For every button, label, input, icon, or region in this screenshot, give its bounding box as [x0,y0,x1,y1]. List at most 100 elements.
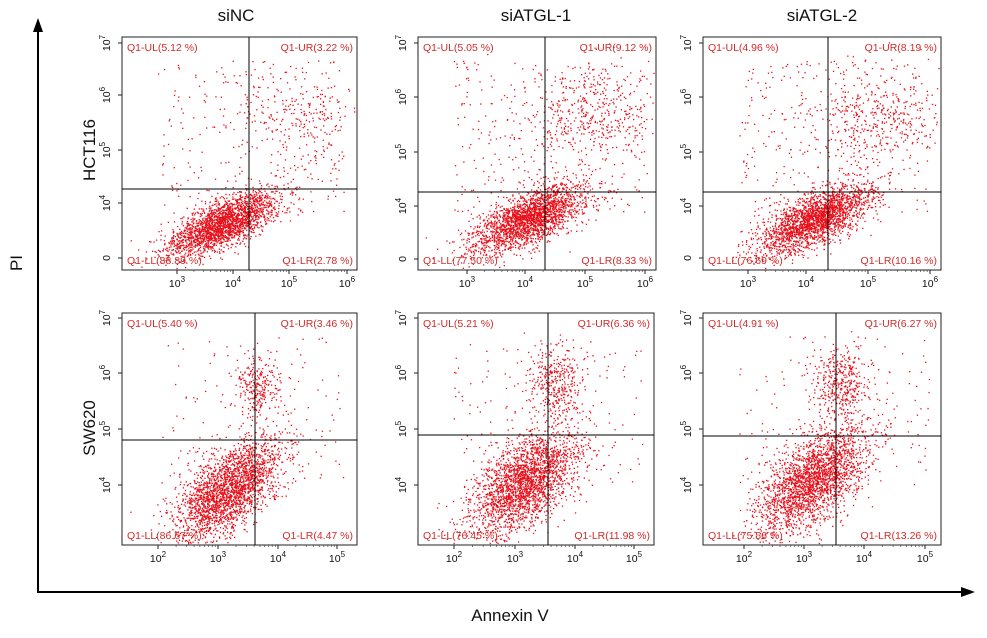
scatter-point [293,203,295,205]
scatter-point [241,144,243,146]
scatter-point [212,213,214,215]
scatter-point [583,188,585,191]
scatter-point [223,219,226,222]
scatter-point [270,220,272,222]
scatter-point [323,149,325,151]
scatter-point [531,199,533,201]
scatter-point [541,232,543,234]
scatter-point [485,227,487,229]
scatter-point [242,208,244,210]
scatter-point [246,117,248,119]
scatter-point [225,187,227,189]
scatter-point [196,225,198,227]
scatter-point [206,233,208,236]
scatter-point [192,237,194,240]
scatter-point [576,230,578,232]
scatter-point [201,212,203,215]
scatter-point [567,211,569,213]
scatter-point [206,233,208,235]
scatter-point [207,214,210,216]
scatter-point [176,182,178,185]
scatter-point [517,224,519,226]
scatter-point [264,61,266,63]
scatter-point [253,196,255,199]
scatter-point [190,234,192,236]
scatter-point [191,221,193,223]
scatter-point [568,179,570,181]
scatter-point [572,172,574,175]
scatter-point [239,225,241,227]
scatter-point [535,220,537,222]
scatter-point [510,239,512,241]
scatter-point [525,201,528,203]
scatter-point [298,147,301,149]
scatter-point [337,101,339,103]
scatter-point [237,113,239,115]
scatter-point [305,114,308,117]
scatter-point [208,248,210,250]
scatter-point [277,213,279,215]
scatter-point [509,225,511,227]
scatter-point [254,210,256,212]
scatter-point [211,228,213,230]
scatter-point [501,243,503,246]
scatter-point [198,234,201,236]
scatter-point [536,227,539,229]
scatter-point [520,237,522,239]
scatter-point [288,207,290,209]
scatter-point [238,221,240,224]
scatter-point [469,247,472,249]
scatter-point [221,235,224,237]
scatter-point [238,202,240,204]
scatter-point [271,205,273,207]
scatter-point [189,229,191,231]
scatter-point [549,188,551,190]
scatter-point [199,224,202,226]
scatter-point [493,213,495,215]
scatter-point [470,251,473,254]
scatter-point [555,209,558,211]
scatter-point [262,210,264,213]
scatter-point [237,239,239,241]
scatter-point [256,197,259,199]
scatter-point [494,223,496,225]
scatter-point [495,222,498,224]
scatter-point [604,182,606,184]
scatter-point [206,221,208,223]
scatter-point [200,166,202,169]
scatter-point [271,212,273,214]
scatter-point [191,213,193,215]
scatter-point [281,199,283,201]
scatter-point [254,205,257,207]
scatter-point [549,232,552,234]
scatter-point [564,215,566,217]
scatter-point [584,196,587,199]
scatter-point [512,221,514,224]
scatter-point [259,198,261,200]
global-y-arrow-icon [33,18,43,32]
scatter-point [486,230,488,233]
scatter-point [340,126,342,128]
scatter-point [501,224,503,226]
scatter-point [225,201,227,204]
scatter-point [572,195,574,198]
scatter-point [199,242,201,244]
scatter-point [488,223,490,225]
scatter-point [548,228,550,231]
scatter-point [272,81,274,83]
scatter-point [181,223,183,225]
scatter-point [242,240,244,242]
scatter-point [490,220,492,222]
scatter-point [303,169,305,171]
scatter-point [213,225,215,227]
scatter-point [497,247,499,250]
scatter-point [588,177,591,179]
scatter-point [224,226,227,228]
scatter-point [200,234,202,237]
scatter-point [256,198,258,200]
scatter-point [212,220,214,222]
scatter-point [223,219,225,221]
scatter-point [210,216,212,219]
scatter-point [196,234,199,236]
scatter-point [593,195,595,197]
